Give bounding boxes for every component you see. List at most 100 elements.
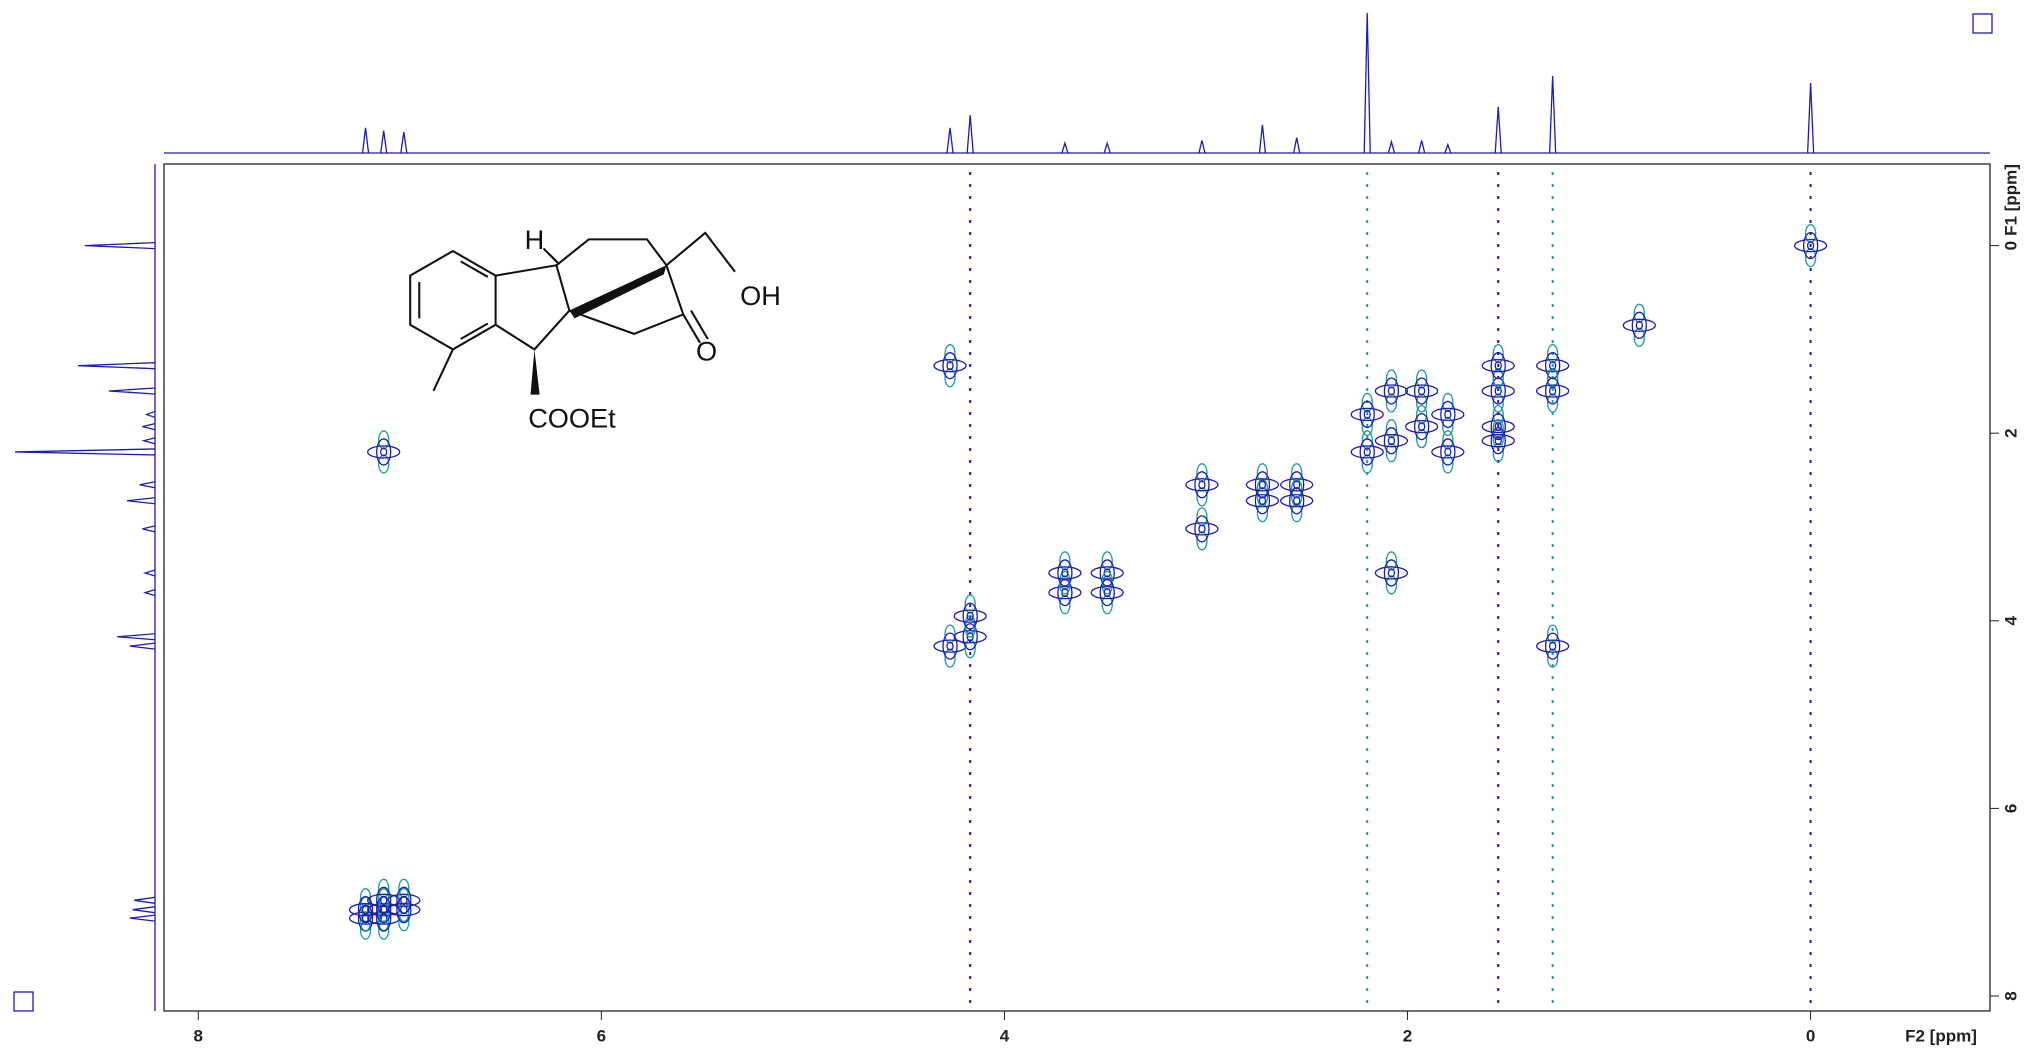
top-projection-peak xyxy=(1387,139,1396,154)
contour xyxy=(1196,463,1208,483)
contour xyxy=(1431,445,1465,459)
x-tick-label: 6 xyxy=(597,1026,606,1045)
top-projection-peak xyxy=(1293,137,1301,154)
contour xyxy=(1048,586,1082,600)
top-projection-peak xyxy=(946,127,954,154)
left-projection-peak xyxy=(139,481,156,489)
contour xyxy=(942,632,958,660)
contour xyxy=(1492,428,1504,449)
cross-peak xyxy=(367,430,401,474)
contour xyxy=(1404,384,1439,398)
contour xyxy=(1101,571,1113,591)
contour xyxy=(1544,377,1561,405)
top-projection-peak xyxy=(1061,140,1069,154)
contour xyxy=(1804,223,1817,244)
y-tick-label: 6 xyxy=(2001,804,2020,813)
contour xyxy=(1293,480,1301,490)
structure: H OH O COOEt xyxy=(409,224,781,434)
contour xyxy=(1481,384,1515,398)
contour xyxy=(1061,568,1069,578)
contour xyxy=(1245,478,1280,492)
contour xyxy=(1490,427,1506,455)
top-projection-peak xyxy=(1198,140,1206,154)
contour xyxy=(396,896,412,924)
contour xyxy=(1048,566,1082,580)
cross-peak xyxy=(1280,463,1314,507)
contour xyxy=(1383,427,1400,455)
left-projection-peak xyxy=(108,387,156,395)
left-projection-peak xyxy=(77,362,156,370)
y-axis-label: F1 [ppm] xyxy=(2001,164,2020,236)
contour xyxy=(1291,503,1303,523)
cross-peak xyxy=(1090,571,1124,615)
contour xyxy=(1385,551,1398,571)
contour xyxy=(1385,393,1398,413)
contour xyxy=(1374,566,1409,580)
contour xyxy=(1350,445,1384,459)
top-projection-peak xyxy=(1444,142,1452,154)
contour xyxy=(1548,641,1557,651)
contour xyxy=(1385,419,1398,439)
contour xyxy=(1546,648,1559,668)
contour xyxy=(1492,419,1504,439)
top-projection-peak xyxy=(380,130,388,154)
cross-peak xyxy=(1481,344,1515,388)
contour xyxy=(1444,409,1452,420)
contour xyxy=(380,895,388,905)
corner-box xyxy=(13,991,34,1012)
contour xyxy=(1544,352,1561,380)
contour xyxy=(966,611,974,621)
contour xyxy=(946,361,954,371)
contour xyxy=(1385,575,1398,595)
contour xyxy=(1490,352,1506,380)
contour xyxy=(1535,639,1570,653)
contour xyxy=(1385,369,1398,389)
contour xyxy=(1546,369,1559,389)
contour xyxy=(1417,386,1426,396)
contour xyxy=(1194,515,1210,543)
contour xyxy=(1103,588,1111,598)
contour xyxy=(1090,566,1124,580)
left-projection-peak xyxy=(126,497,156,505)
contour xyxy=(1490,377,1506,405)
contour xyxy=(1363,409,1371,420)
contour xyxy=(1245,494,1280,508)
x-tick-label: 8 xyxy=(194,1026,203,1045)
contour xyxy=(946,641,954,651)
atom-label: COOEt xyxy=(528,403,616,434)
cross-peak xyxy=(1431,430,1465,474)
contour xyxy=(1535,384,1570,398)
contour xyxy=(376,438,392,466)
contour xyxy=(1280,494,1314,508)
cross-peak xyxy=(1245,479,1280,523)
plot-frame xyxy=(163,163,1991,1012)
contour xyxy=(1280,478,1314,492)
left-projection-peak xyxy=(132,906,156,914)
contour xyxy=(966,632,974,642)
contour xyxy=(380,447,388,457)
contour xyxy=(1361,454,1373,474)
cross-peak xyxy=(387,888,421,932)
contour xyxy=(1383,559,1400,587)
contour xyxy=(1057,579,1073,607)
contour xyxy=(348,903,383,917)
contour xyxy=(1494,421,1502,432)
contour xyxy=(944,344,956,364)
contour xyxy=(1544,632,1561,660)
contour xyxy=(1361,416,1373,437)
contour xyxy=(944,648,956,668)
contour xyxy=(1413,412,1430,441)
atom-label: H xyxy=(525,224,545,255)
contour xyxy=(1442,392,1454,413)
contour xyxy=(1633,327,1645,347)
contour xyxy=(1492,393,1504,413)
top-projection-peak xyxy=(1494,106,1502,154)
noise-layer xyxy=(969,172,1812,1007)
contour xyxy=(376,886,392,914)
cross-peak xyxy=(1350,430,1384,474)
bond xyxy=(432,348,454,392)
contour xyxy=(1535,359,1570,373)
contour xyxy=(964,639,976,659)
contour xyxy=(1289,487,1305,515)
